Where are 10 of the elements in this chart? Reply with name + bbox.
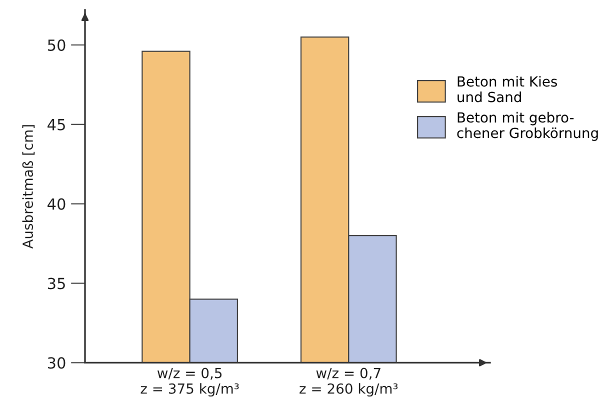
legend-label: Beton mit Kies und Sand <box>458 76 557 102</box>
y-tick-label: 50 <box>48 39 66 51</box>
y-tick-label: 40 <box>48 198 66 210</box>
y-tick-label: 30 <box>48 357 66 369</box>
y-tick-label: 45 <box>48 119 65 130</box>
legend-label: Beton mit gebro- chener Grobkörnung <box>457 112 598 141</box>
x-tick-label: w/z = 0,7 z = 260 kg/m³ <box>300 368 398 397</box>
y-tick-label: 35 <box>48 278 65 290</box>
x-tick-label: w/z = 0,5 z = 375 kg/m³ <box>140 368 239 397</box>
y-axis-title: Ausbreitmaß [cm] <box>22 125 35 249</box>
